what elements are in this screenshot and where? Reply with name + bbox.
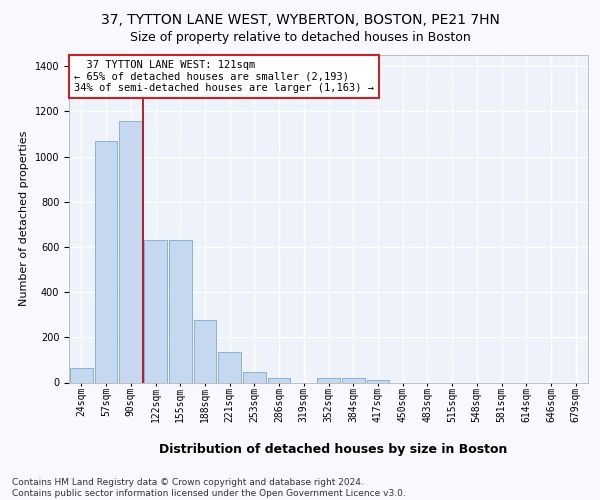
Bar (95, 141, 118, 382)
Bar (342, 378, 365, 382)
Bar (243, 372, 266, 382)
Bar (70, 368, 93, 382)
Text: Contains HM Land Registry data © Crown copyright and database right 2024.
Contai: Contains HM Land Registry data © Crown c… (12, 478, 406, 498)
Bar (367, 380, 389, 382)
Bar (268, 378, 290, 382)
Bar (119, 120, 142, 382)
Text: 37 TYTTON LANE WEST: 121sqm  
← 65% of detached houses are smaller (2,193)
34% o: 37 TYTTON LANE WEST: 121sqm ← 65% of det… (74, 60, 374, 93)
Bar (317, 378, 340, 382)
Text: 37, TYTTON LANE WEST, WYBERTON, BOSTON, PE21 7HN: 37, TYTTON LANE WEST, WYBERTON, BOSTON, … (101, 12, 499, 26)
Text: Distribution of detached houses by size in Boston: Distribution of detached houses by size … (159, 442, 507, 456)
Text: Size of property relative to detached houses in Boston: Size of property relative to detached ho… (130, 31, 470, 44)
Bar (218, 352, 241, 382)
Bar (194, 320, 216, 382)
Bar (144, 240, 167, 382)
Bar (169, 240, 191, 382)
Y-axis label: Number of detached properties: Number of detached properties (19, 131, 29, 306)
